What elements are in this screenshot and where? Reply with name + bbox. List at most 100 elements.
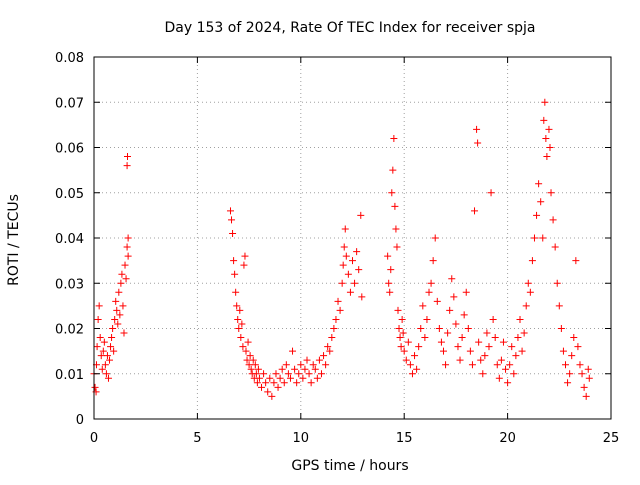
data-point: [342, 252, 350, 260]
data-point: [245, 361, 253, 369]
data-point: [262, 379, 270, 387]
data-point: [317, 370, 325, 378]
data-point: [353, 248, 361, 256]
data-point: [98, 365, 106, 373]
data-point: [483, 329, 491, 337]
data-point: [246, 352, 254, 360]
data-point: [124, 234, 132, 242]
data-point: [475, 338, 483, 346]
data-point: [109, 325, 117, 332]
data-point: [336, 306, 344, 314]
data-point: [545, 125, 553, 133]
data-point: [400, 347, 408, 355]
data-point: [547, 189, 555, 197]
data-point: [549, 216, 557, 224]
data-point: [528, 257, 536, 265]
data-point: [115, 288, 123, 296]
data-point: [274, 383, 282, 391]
data-point: [106, 356, 114, 364]
data-point: [97, 352, 105, 360]
y-tick-label: 0.07: [55, 96, 84, 111]
data-point: [406, 361, 414, 369]
data-point: [94, 315, 102, 323]
data-point: [562, 361, 570, 369]
data-point: [241, 252, 249, 260]
data-point: [124, 153, 132, 161]
data-point: [540, 116, 548, 124]
data-point: [448, 275, 456, 283]
data-point: [537, 198, 545, 206]
data-point: [393, 243, 401, 251]
data-point: [389, 166, 397, 174]
data-point: [504, 379, 512, 387]
data-point: [239, 343, 247, 351]
data-point: [119, 302, 127, 310]
data-point: [344, 270, 352, 278]
data-point: [289, 347, 297, 355]
x-tick-label: 5: [193, 431, 201, 446]
data-point: [114, 320, 122, 328]
data-point: [570, 334, 578, 342]
data-point: [100, 338, 108, 346]
data-point: [305, 370, 313, 378]
data-point: [240, 261, 248, 269]
data-point: [425, 288, 433, 296]
x-tick-label: 25: [603, 431, 620, 446]
data-point: [460, 311, 468, 319]
data-point: [99, 347, 107, 355]
data-point: [427, 279, 435, 287]
data-point: [514, 334, 522, 342]
data-point: [446, 306, 454, 314]
data-point: [116, 311, 124, 319]
data-point: [584, 365, 592, 373]
data-point: [120, 329, 128, 337]
data-point: [485, 343, 493, 351]
x-axis-label: GPS time / hours: [291, 458, 408, 474]
axis-ticks: 0 5 10 15 20 25 0 0.01 0.02 0.03 0.04 0.05 0.06 0.07 0…: [55, 51, 619, 446]
data-point: [468, 361, 476, 369]
data-point: [518, 347, 526, 355]
data-point: [474, 139, 482, 147]
data-point: [462, 288, 470, 296]
data-point: [533, 211, 541, 219]
data-point: [260, 370, 268, 378]
data-point: [391, 202, 399, 210]
data-point: [530, 234, 538, 242]
data-point: [417, 325, 425, 332]
data-point: [266, 374, 274, 382]
data-point: [466, 347, 474, 355]
data-point: [497, 356, 505, 364]
y-tick-label: 0.06: [55, 142, 84, 157]
data-point: [320, 352, 328, 360]
data-point: [551, 243, 559, 251]
data-point: [286, 374, 294, 382]
y-tick-label: 0.08: [55, 51, 84, 66]
data-point: [493, 361, 501, 369]
data-point: [546, 144, 554, 151]
data-point: [358, 293, 366, 301]
data-point: [254, 365, 262, 373]
data-point: [338, 279, 346, 287]
data-point: [91, 383, 99, 391]
data-point: [557, 325, 565, 332]
data-point: [384, 252, 392, 260]
data-point: [229, 229, 237, 237]
data-point: [258, 383, 266, 391]
data-point: [541, 98, 549, 106]
data-point: [572, 257, 580, 265]
data-point: [481, 352, 489, 360]
data-point: [398, 315, 406, 323]
x-tick-label: 15: [396, 431, 413, 446]
data-point: [236, 306, 244, 314]
data-point: [280, 379, 288, 387]
data-point: [301, 365, 309, 373]
data-point: [291, 365, 299, 373]
data-point: [226, 207, 234, 215]
data-point: [495, 374, 503, 382]
data-point: [237, 334, 245, 342]
data-point: [244, 338, 252, 346]
data-point: [510, 370, 518, 378]
data-point: [96, 334, 104, 342]
data-point: [121, 261, 129, 269]
data-point: [278, 365, 286, 373]
